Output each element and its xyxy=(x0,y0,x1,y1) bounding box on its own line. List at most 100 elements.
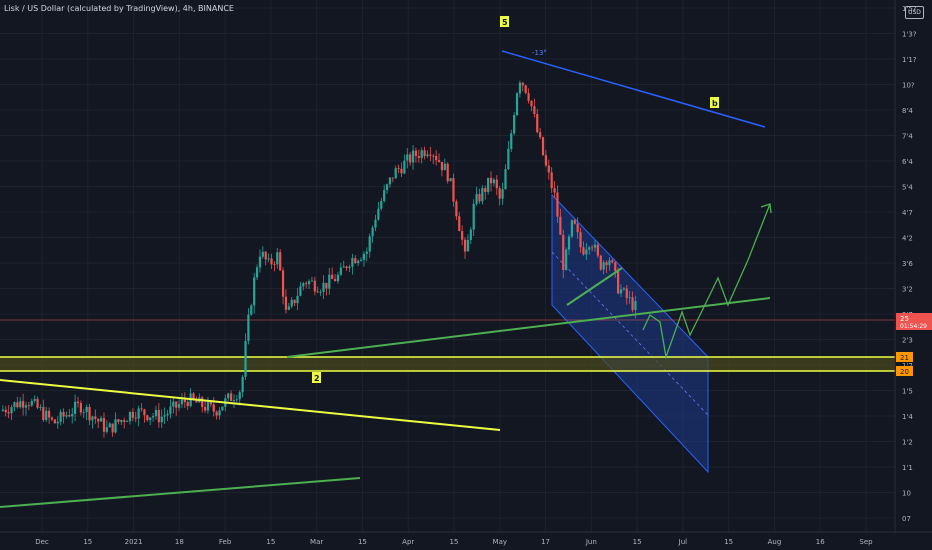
candle-body xyxy=(498,188,501,199)
candle-body xyxy=(227,393,230,399)
candle-body xyxy=(56,421,59,424)
price-tick-label: 3'2 xyxy=(902,286,913,294)
candle-body xyxy=(299,286,302,296)
candle-body xyxy=(570,220,574,237)
candle-body xyxy=(547,165,550,173)
candle-body xyxy=(125,421,129,423)
candle-body xyxy=(212,404,215,412)
candle-body xyxy=(567,236,571,250)
candle-body xyxy=(521,82,524,86)
time-tick-label: 16 xyxy=(816,538,825,546)
candle-body xyxy=(435,155,438,161)
price-tick-label: 1'2 xyxy=(902,439,913,447)
candle-body xyxy=(478,193,481,202)
candle-body xyxy=(539,132,542,138)
level-tag-21 xyxy=(896,352,913,362)
candle-body xyxy=(177,404,181,408)
candle-body xyxy=(631,297,634,311)
candle-body xyxy=(48,410,51,418)
green-rising-trendline xyxy=(286,297,771,358)
candle-body xyxy=(501,189,504,199)
candle-body xyxy=(328,274,331,289)
candle-body xyxy=(270,258,273,265)
candles xyxy=(1,80,637,438)
candle-body xyxy=(117,419,120,423)
candle-body xyxy=(440,161,444,171)
wave-b-label: b xyxy=(712,99,718,108)
candle-body xyxy=(380,201,383,209)
time-tick-label: Sep xyxy=(859,538,873,546)
candle-body xyxy=(495,179,498,189)
candle-body xyxy=(128,412,132,422)
time-axis[interactable]: Dec 15 2021 18 Feb 15 Mar 15 Apr 15 May 17 Jun 15 Jul 1… xyxy=(35,538,873,546)
candle-body xyxy=(348,266,351,269)
candle-body xyxy=(414,150,418,157)
time-tick-label: Jul xyxy=(678,538,688,546)
candle-body xyxy=(39,407,42,408)
candle-body xyxy=(53,419,56,424)
candle-body xyxy=(134,417,137,419)
candle-body xyxy=(351,258,354,267)
candle-body xyxy=(565,249,568,271)
candle-body xyxy=(596,244,600,256)
candle-body xyxy=(339,267,342,275)
candle-body xyxy=(13,402,16,408)
time-tick-label: Apr xyxy=(402,538,414,546)
candle-body xyxy=(492,179,496,184)
candle-body xyxy=(99,418,103,422)
candle-body xyxy=(4,409,7,413)
current-price-value: 25 xyxy=(900,315,909,323)
price-tick-label: 1'1 xyxy=(902,464,913,472)
candle-body xyxy=(619,289,623,294)
candle-body xyxy=(391,177,394,179)
candle-body xyxy=(30,400,33,406)
candle-body xyxy=(183,399,186,403)
candle-body xyxy=(111,423,114,433)
candle-body xyxy=(579,232,582,248)
candle-body xyxy=(524,85,527,94)
wave-5-label: 5 xyxy=(502,18,508,27)
candle-body xyxy=(10,407,13,414)
candle-body xyxy=(354,258,357,264)
candle-body xyxy=(536,114,539,133)
candle-body xyxy=(172,401,175,407)
candle-body xyxy=(573,220,576,224)
currency-badge[interactable]: USD xyxy=(905,6,924,19)
candle-body xyxy=(281,270,285,297)
candle-body xyxy=(423,150,426,157)
time-tick-label: Jun xyxy=(585,538,597,546)
candle-body xyxy=(253,277,256,306)
wave-2-box xyxy=(312,372,321,383)
price-tick-label: 3'6 xyxy=(902,260,913,268)
candle-body xyxy=(588,247,591,250)
candle-body xyxy=(336,274,340,282)
candle-body xyxy=(559,216,562,235)
time-tick-label: 15 xyxy=(83,538,92,546)
candle-body xyxy=(102,418,106,432)
candle-body xyxy=(215,411,218,416)
candle-body xyxy=(385,184,389,191)
candle-body xyxy=(250,305,253,315)
candle-body xyxy=(362,253,366,260)
candle-body xyxy=(42,407,45,420)
time-tick-label: 15 xyxy=(450,538,459,546)
candle-body xyxy=(120,420,123,423)
candle-body xyxy=(461,231,464,240)
time-tick-label: Mar xyxy=(310,538,323,546)
candle-body xyxy=(273,264,276,266)
candle-body xyxy=(267,258,270,260)
candle-body xyxy=(310,280,314,282)
price-tick-label: 07 xyxy=(902,515,911,523)
candle-body xyxy=(186,402,189,407)
candle-body xyxy=(365,251,368,254)
price-axis[interactable]: 1'5? 1'3? 1'1? 10? 8'4 7'4 6'4 5'4 4'7 4'2 3'6 3'2 2… xyxy=(902,5,917,523)
candle-body xyxy=(550,172,553,189)
candle-body xyxy=(585,249,588,255)
candle-body xyxy=(466,239,470,252)
candle-body xyxy=(345,266,348,269)
time-tick-label: 15 xyxy=(633,538,642,546)
candle-body xyxy=(591,247,594,249)
candle-body xyxy=(507,148,510,170)
candle-body xyxy=(22,401,25,408)
